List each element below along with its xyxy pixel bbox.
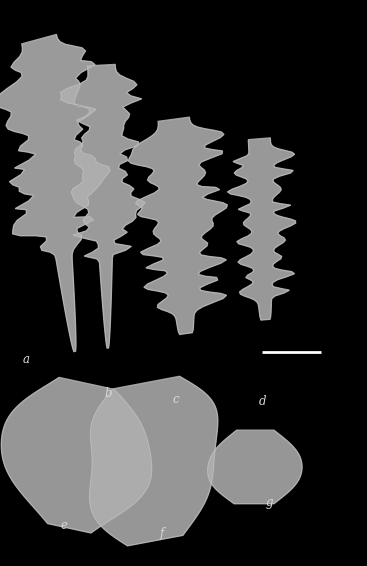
Polygon shape <box>128 117 227 335</box>
Text: g: g <box>266 496 273 509</box>
Text: b: b <box>105 387 112 400</box>
Polygon shape <box>61 65 145 348</box>
Polygon shape <box>1 378 152 533</box>
Text: c: c <box>173 393 179 405</box>
Polygon shape <box>0 35 110 351</box>
Text: d: d <box>259 396 266 408</box>
Polygon shape <box>228 138 296 320</box>
Text: f: f <box>159 527 164 539</box>
Polygon shape <box>208 430 302 504</box>
Text: e: e <box>61 519 68 531</box>
Text: a: a <box>22 353 29 366</box>
Polygon shape <box>90 376 218 546</box>
